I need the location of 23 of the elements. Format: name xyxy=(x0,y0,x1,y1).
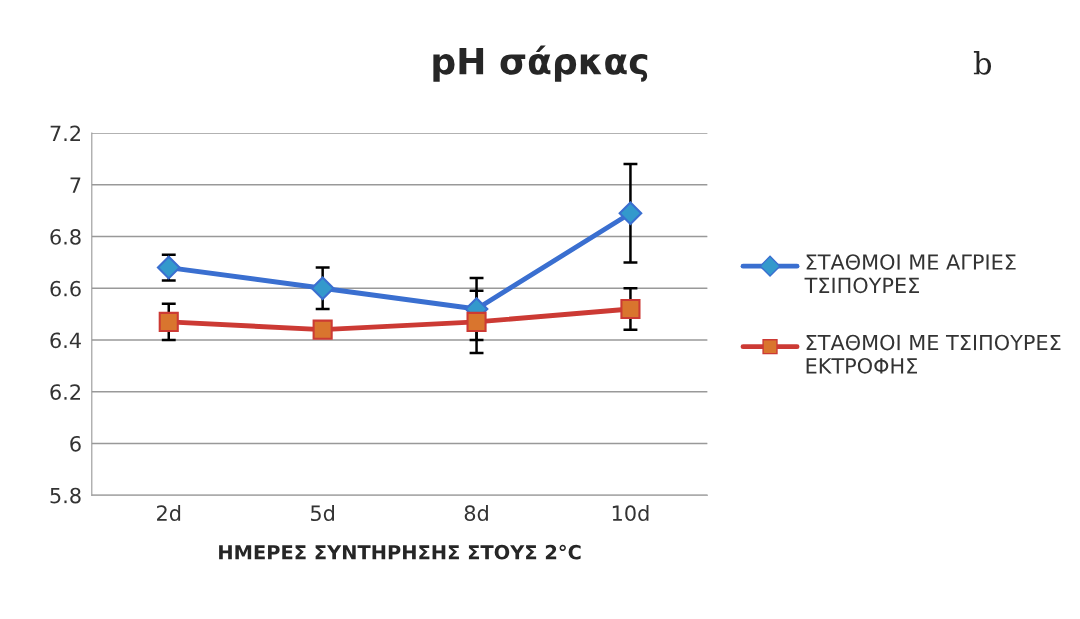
point xyxy=(310,276,335,301)
x-axis-title: ΗΜΕΡΕΣ ΣΥΝΤΗΡΗΣΗΣ ΣΤΟΥΣ 2°C xyxy=(219,544,581,560)
legend-label: ΣΤΑΘΜΟΙ ΜΕ ΤΣΙΠΟΥΡΕΣ ΕΚΤΡΟΦΗΣ xyxy=(806,334,1061,374)
text: b xyxy=(973,51,992,75)
chart-title: pH σάρκας xyxy=(433,45,648,82)
y-tick-label: 6 xyxy=(70,435,81,452)
point xyxy=(618,201,643,226)
y-tick-label: 6.6 xyxy=(50,280,81,297)
y-tick-label: 5.8 xyxy=(50,487,81,504)
y-tick-label: 6.4 xyxy=(50,332,81,349)
legend-label: ΣΤΑΘΜΟΙ ΜΕ ΑΓΡΙΕΣ ΤΣΙΠΟΥΡΕΣ xyxy=(804,254,1016,294)
point xyxy=(620,298,641,320)
y-tick-label: 7.2 xyxy=(50,125,80,141)
y-tick-label: 6.8 xyxy=(50,229,81,245)
x-tick-label: 5d xyxy=(311,504,334,522)
y-tick-label: 6.2 xyxy=(50,384,80,400)
point xyxy=(312,319,333,340)
point xyxy=(158,311,179,332)
x-tick-label: 2d xyxy=(157,504,181,522)
point xyxy=(466,311,487,332)
x-tick-label: 8d xyxy=(464,504,488,522)
x-tick-label: 10d xyxy=(612,504,649,522)
y-tick-label: 7 xyxy=(70,177,81,193)
